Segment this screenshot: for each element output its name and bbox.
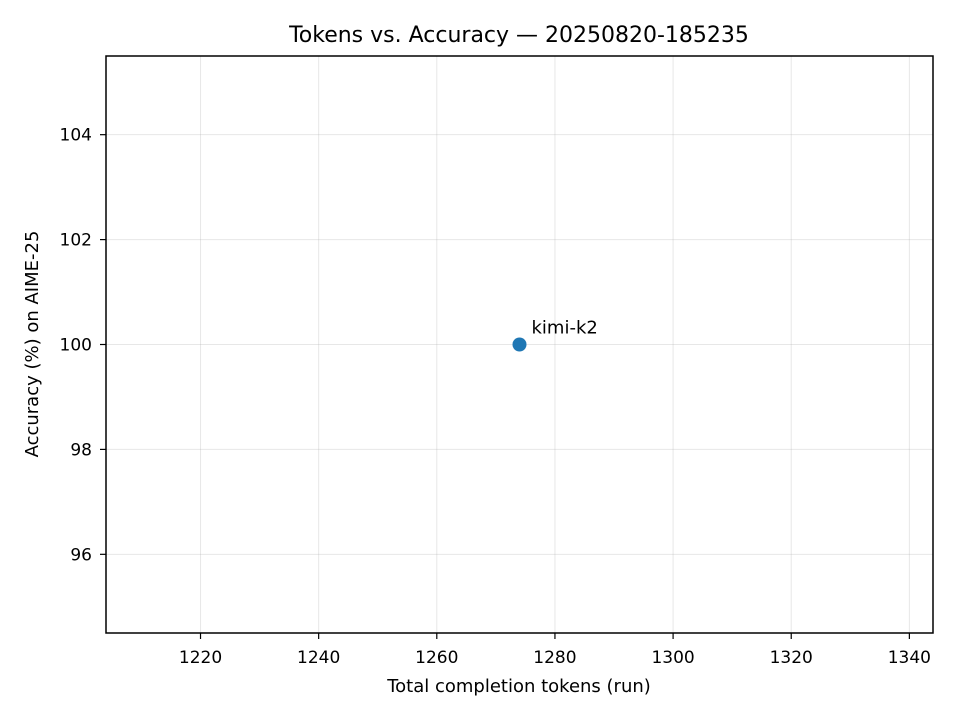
x-tick-label: 1320 [770,648,813,668]
y-tick-label: 104 [60,126,92,146]
y-tick-label: 96 [70,545,92,565]
data-point-label: kimi-k2 [532,318,598,339]
data-point [512,337,527,352]
x-tick-label: 1300 [651,648,694,668]
y-tick-label: 100 [60,336,92,356]
x-tick-label: 1260 [415,648,458,668]
x-tick-label: 1280 [533,648,576,668]
x-axis-label: Total completion tokens (run) [386,676,651,697]
grid-lines [106,56,933,633]
y-tick-label: 98 [70,440,92,460]
x-tick-label: 1240 [297,648,340,668]
data-points: kimi-k2 [512,318,598,352]
axis-ticks: 1220 1240 1260 1280 1300 1320 1340 96 98 100 102 10… [60,126,931,668]
y-tick-label: 102 [60,231,92,251]
chart-title: Tokens vs. Accuracy — 20250820-185235 [288,23,749,48]
x-tick-label: 1220 [179,648,222,668]
y-axis-label: Accuracy (%) on AIME-25 [22,231,43,458]
x-tick-label: 1340 [888,648,931,668]
